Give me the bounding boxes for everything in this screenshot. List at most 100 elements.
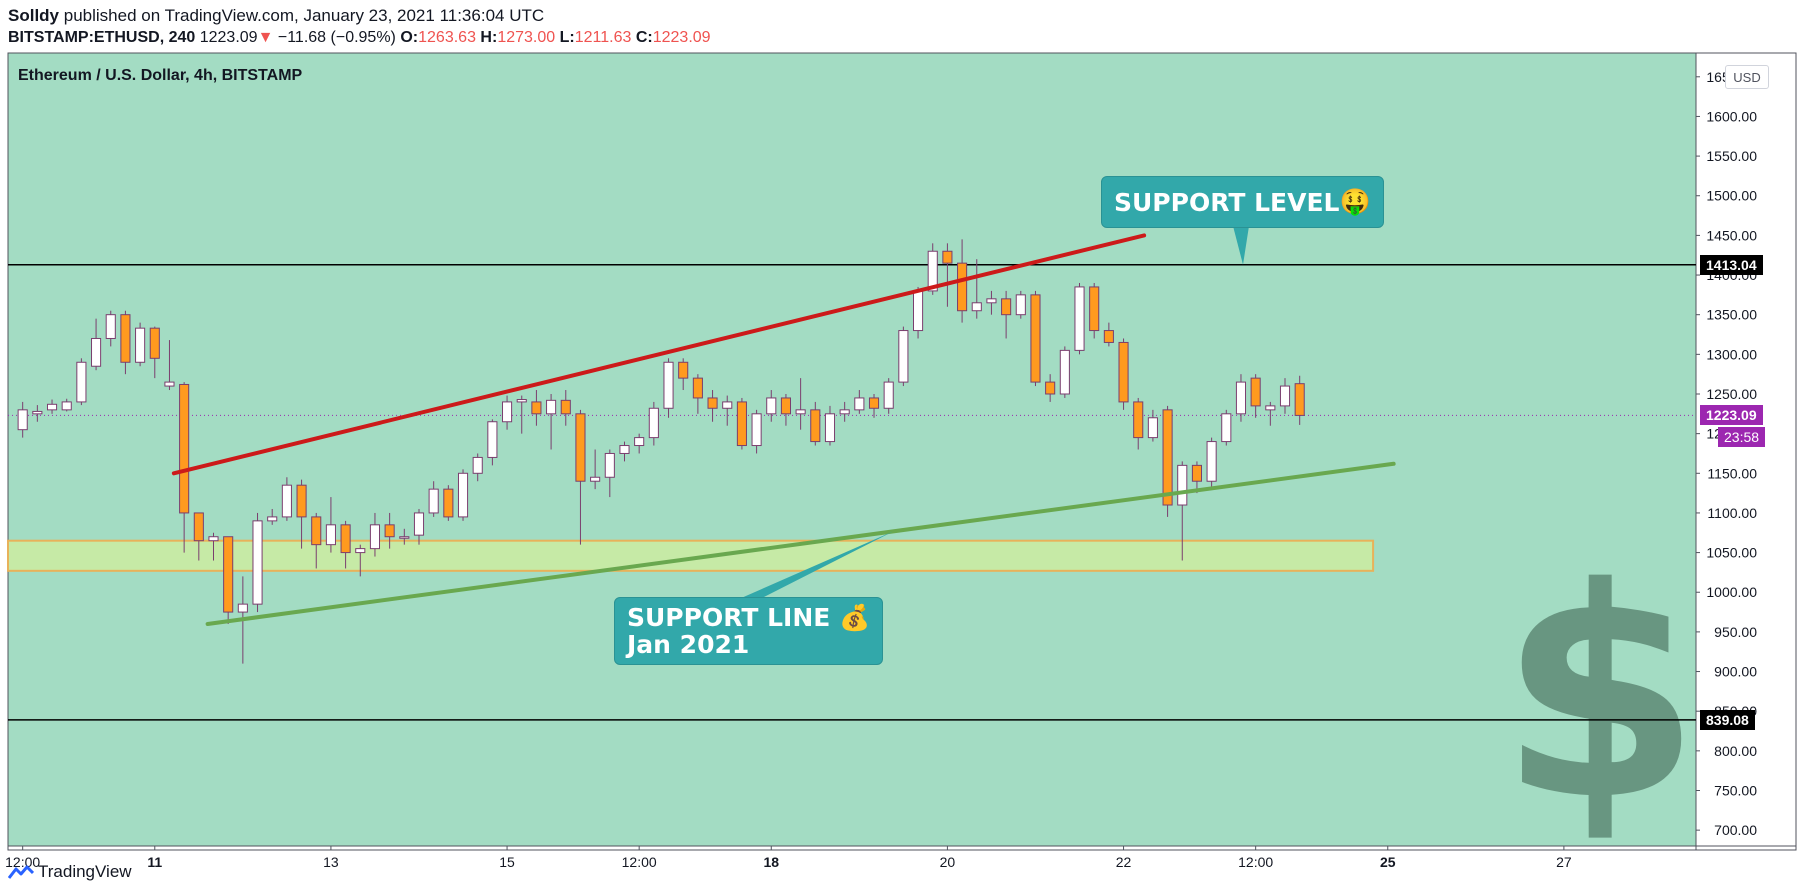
candle-body: [619, 445, 630, 454]
candle-body: [692, 377, 703, 399]
candle: [311, 512, 322, 569]
support-level-callout[interactable]: SUPPORT LEVEL 🤑: [1101, 176, 1384, 228]
candle-body: [1089, 286, 1100, 332]
candle-body: [795, 409, 806, 415]
plot-area: [8, 53, 1696, 846]
candle-body: [810, 409, 821, 443]
candle-body: [575, 413, 586, 482]
candle: [193, 512, 204, 561]
x-tick-label: 12:00: [622, 854, 657, 870]
candle: [780, 393, 791, 426]
candle-body: [281, 484, 292, 518]
candle: [487, 419, 498, 466]
candle-body: [91, 337, 102, 367]
y-tick-label: 1000.00: [1706, 584, 1757, 600]
candle: [692, 374, 703, 414]
candle: [810, 401, 821, 446]
candle: [986, 290, 997, 315]
y-tick-label: 1300.00: [1706, 346, 1757, 362]
candle-body: [736, 401, 747, 447]
y-tick-label: 1150.00: [1707, 465, 1757, 481]
candle-body: [428, 488, 439, 514]
y-tick-label: 1600.00: [1706, 108, 1757, 124]
tradingview-logo-icon[interactable]: [8, 864, 34, 880]
candle: [135, 322, 146, 367]
low-value: 1211.63: [574, 29, 632, 46]
candle-body: [913, 290, 924, 332]
candle-body: [472, 456, 483, 474]
candle-body: [369, 524, 381, 550]
publish-text: published on TradingView.com, January 23…: [59, 6, 545, 25]
candle: [736, 397, 747, 450]
candle-body: [120, 314, 131, 363]
x-tick-label: 11: [147, 854, 162, 870]
last-price: 1223.09: [199, 29, 258, 46]
candle: [1103, 322, 1114, 347]
author-name[interactable]: Solldy: [8, 6, 60, 25]
candle-body: [1206, 441, 1217, 482]
candle: [1074, 282, 1085, 355]
candle-body: [105, 314, 116, 339]
candle: [1162, 405, 1173, 517]
candle: [839, 401, 850, 422]
candle: [1265, 401, 1276, 426]
candle: [399, 528, 410, 545]
candle: [267, 508, 278, 525]
candle: [868, 393, 880, 418]
candle-body: [971, 302, 982, 312]
resistance-trend-line: [171, 233, 1147, 476]
candle: [560, 390, 571, 426]
support-line-callout[interactable]: SUPPORT LINE 💰 Jan 2021: [614, 597, 884, 665]
candle: [457, 469, 469, 521]
candle-body: [399, 536, 410, 539]
candle-body: [193, 512, 204, 542]
candle-body: [355, 548, 366, 554]
upper-level-price-tag: 1413.04: [1700, 254, 1763, 275]
candle: [619, 441, 630, 462]
high-value: 1273.00: [497, 29, 556, 46]
support-zone: [7, 539, 1375, 572]
candle: [91, 318, 102, 371]
candle-body: [413, 512, 425, 536]
candle: [1001, 290, 1012, 339]
candle: [340, 520, 351, 569]
x-tick-label: 20: [940, 854, 956, 870]
candle: [1191, 461, 1202, 494]
candle-body: [384, 524, 395, 538]
candle-body: [208, 536, 219, 542]
x-tick-label: 25: [1380, 854, 1396, 870]
x-tick-label: 22: [1116, 854, 1132, 870]
candle-body: [678, 361, 689, 379]
footer-brand[interactable]: TradingView: [38, 862, 132, 881]
candle-body: [634, 437, 645, 447]
y-tick-label: 1050.00: [1706, 545, 1757, 561]
candle: [854, 390, 865, 414]
candle-body: [1162, 409, 1173, 506]
candle-body: [325, 524, 336, 546]
candle-body: [1279, 385, 1291, 407]
candle: [648, 401, 659, 446]
candle-body: [1235, 381, 1247, 415]
candle-body: [883, 381, 894, 409]
candle-body: [957, 262, 968, 312]
candle: [443, 485, 454, 521]
candle: [634, 433, 645, 454]
candle: [296, 479, 307, 549]
candle: [325, 497, 336, 553]
candle-body: [1074, 286, 1085, 351]
candle: [1147, 409, 1158, 442]
money-face-icon: 🤑: [1339, 187, 1371, 216]
candle-body: [854, 397, 865, 411]
candle: [722, 395, 733, 426]
currency-label[interactable]: USD: [1725, 65, 1769, 89]
candle-body: [707, 397, 718, 409]
ohlc-legend: BITSTAMP:ETHUSD, 240 1223.09▼ −11.68 (−0…: [8, 29, 711, 47]
candle: [971, 259, 982, 319]
candle-body: [839, 409, 850, 415]
candle: [1221, 409, 1232, 446]
support-line-text: SUPPORT LINE: [627, 603, 831, 632]
candle: [1118, 338, 1129, 410]
x-tick-label: 18: [763, 854, 779, 870]
x-tick-label: 27: [1556, 854, 1572, 870]
